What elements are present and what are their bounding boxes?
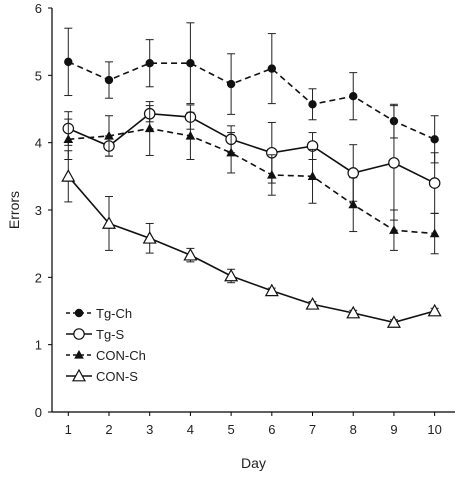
- data-point: [101, 216, 117, 229]
- y-tick-label: 4: [35, 136, 42, 151]
- data-point: [347, 167, 360, 179]
- x-tick-label: 5: [227, 422, 234, 437]
- series-line: [67, 175, 435, 324]
- x-tick-label: 8: [350, 422, 357, 437]
- legend-item: CON-Ch: [66, 348, 146, 363]
- series-line: [67, 61, 435, 141]
- x-tick-label: 4: [187, 422, 194, 437]
- data-point: [142, 231, 157, 244]
- series-con-ch: [63, 101, 440, 255]
- x-tick-label: 7: [309, 422, 316, 437]
- data-point: [389, 225, 399, 234]
- y-axis-label: Errors: [6, 191, 22, 229]
- y-tick-label: 6: [35, 1, 42, 16]
- data-point: [63, 134, 74, 143]
- series-line: [68, 127, 435, 235]
- series-tg-s: [62, 104, 441, 221]
- x-tick-label: 6: [268, 422, 275, 437]
- data-point: [427, 303, 442, 317]
- data-point: [305, 297, 320, 310]
- data-point: [346, 305, 361, 319]
- data-point: [264, 283, 279, 297]
- data-point: [185, 130, 196, 140]
- data-point: [428, 177, 441, 189]
- plot-area: 0 1 2 3 4 5 6 1 2 3 4 5 6 7 8 9 10: [35, 1, 455, 437]
- data-point: [348, 199, 359, 209]
- legend-item: CON-S: [66, 368, 138, 384]
- data-point: [430, 135, 439, 144]
- y-tick-label: 1: [35, 338, 42, 353]
- legend-item: Tg-S: [66, 327, 125, 342]
- series-con-s: [61, 150, 442, 328]
- x-axis-label: Day: [241, 455, 266, 471]
- data-point: [388, 157, 400, 169]
- data-point: [308, 100, 317, 109]
- data-point: [386, 315, 401, 328]
- x-tick-label: 1: [65, 422, 72, 437]
- data-point: [61, 169, 76, 182]
- x-tick-label: 10: [427, 422, 441, 437]
- data-point: [224, 268, 239, 282]
- legend: Tg-Ch Tg-S CON-Ch CON-S: [66, 306, 146, 384]
- data-point: [145, 59, 154, 68]
- x-tick-label: 2: [105, 422, 112, 437]
- data-point: [144, 123, 155, 133]
- data-point: [104, 130, 114, 140]
- series-line: [67, 112, 436, 184]
- data-point: [226, 147, 236, 157]
- y-tick-label: 3: [35, 203, 42, 218]
- legend-label: CON-Ch: [96, 348, 146, 363]
- legend-marker: [71, 368, 87, 382]
- legend-label: Tg-Ch: [96, 306, 132, 321]
- legend-marker: [74, 308, 84, 318]
- y-tick-label: 2: [35, 270, 42, 285]
- data-point: [429, 228, 440, 238]
- series-tg-ch: [64, 22, 439, 164]
- legend-label: Tg-S: [96, 327, 125, 342]
- data-point: [186, 59, 195, 68]
- legend-marker: [73, 328, 85, 340]
- legend-marker: [74, 349, 84, 359]
- y-tick-label: 0: [35, 405, 42, 420]
- data-point: [349, 92, 358, 101]
- legend-label: CON-S: [96, 369, 138, 384]
- x-tick-label: 9: [390, 422, 397, 437]
- data-point: [267, 64, 277, 73]
- data-point: [226, 79, 236, 89]
- y-tick-label: 5: [35, 68, 42, 83]
- data-point: [64, 57, 73, 67]
- data-point: [104, 75, 114, 85]
- data-point: [307, 171, 318, 180]
- data-point: [183, 247, 198, 261]
- legend-item: Tg-Ch: [66, 306, 132, 321]
- x-tick-label: 3: [146, 422, 153, 437]
- data-point: [266, 169, 277, 179]
